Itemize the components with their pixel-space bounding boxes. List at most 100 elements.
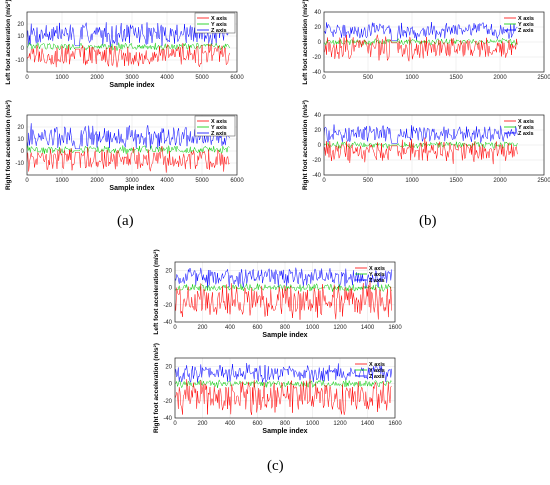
x-tick-label: 500 xyxy=(363,178,374,184)
legend-label: X axis xyxy=(518,119,534,125)
y-tick-label: 20 xyxy=(314,128,321,134)
x-tick-label: 600 xyxy=(252,421,263,427)
y-tick-label: -40 xyxy=(312,70,321,76)
plot-4: -40 -20 0 20 40 0 500 1000 1500 2000 2500 Right foo… xyxy=(302,100,550,190)
y-tick-label: 10 xyxy=(17,137,24,143)
legend-label: X axis xyxy=(369,266,385,272)
y-axis-label: Right foot acceleration (m/s²) xyxy=(302,100,309,190)
x-tick-label: 200 xyxy=(197,421,208,427)
legend-label: X axis xyxy=(518,16,534,22)
y-tick-label: -20 xyxy=(163,399,172,405)
x-tick-label: 1000 xyxy=(55,178,69,184)
y-tick-label: 10 xyxy=(17,34,24,40)
plot-1: -10 0 10 20 0 1000 2000 3000 4000 5000 6000 Sample … xyxy=(5,0,244,89)
y-tick-label: 20 xyxy=(165,365,172,371)
y-axis-label: Right foot acceleration (m/s²) xyxy=(5,100,12,190)
y-tick-label: 0 xyxy=(169,382,173,388)
y-tick-label: 0 xyxy=(21,46,25,52)
y-tick-label: 40 xyxy=(314,113,321,119)
x-tick-label: 3000 xyxy=(125,178,139,184)
x-axis-label: Sample index xyxy=(109,185,154,192)
x-tick-label: 500 xyxy=(363,75,374,81)
panel-label-c: (c) xyxy=(267,458,284,474)
y-tick-label: 0 xyxy=(318,40,322,46)
panel-label-a: (a) xyxy=(117,213,134,229)
x-tick-label: 0 xyxy=(322,178,326,184)
x-tick-label: 6000 xyxy=(230,178,244,184)
series-line-z-axis xyxy=(324,124,518,144)
plot-2: -10 0 10 20 0 1000 2000 3000 4000 5000 6000 Sample … xyxy=(5,100,244,192)
y-tick-label: -20 xyxy=(163,303,172,309)
y-tick-label: 20 xyxy=(17,125,24,131)
x-tick-label: 0 xyxy=(173,325,177,331)
y-tick-label: -40 xyxy=(163,416,172,422)
x-tick-label: 2000 xyxy=(90,75,104,81)
x-tick-label: 1000 xyxy=(405,75,419,81)
series-line-y-axis xyxy=(27,145,230,155)
legend-label: Z axis xyxy=(211,28,227,34)
x-tick-label: 2000 xyxy=(493,178,507,184)
series-line-x-axis xyxy=(175,378,392,416)
x-tick-label: 1000 xyxy=(55,75,69,81)
series-line-x-axis xyxy=(324,137,518,165)
x-tick-label: 400 xyxy=(225,325,236,331)
x-tick-label: 0 xyxy=(25,178,29,184)
axes-frame xyxy=(174,357,396,419)
x-axis-label: Sample index xyxy=(262,428,307,435)
y-tick-label: -10 xyxy=(15,58,24,64)
legend-label: Y axis xyxy=(518,22,534,28)
x-tick-label: 200 xyxy=(197,325,208,331)
x-tick-label: 5000 xyxy=(195,178,209,184)
axes-frame xyxy=(174,261,396,323)
x-tick-label: 0 xyxy=(173,421,177,427)
legend-label: X axis xyxy=(211,119,227,125)
x-tick-label: 0 xyxy=(25,75,29,81)
axes-frame xyxy=(26,114,238,176)
x-tick-label: 800 xyxy=(280,325,291,331)
legend-label: Z axis xyxy=(369,374,385,380)
x-tick-label: 1500 xyxy=(449,75,463,81)
x-tick-label: 1000 xyxy=(405,178,419,184)
x-tick-label: 1200 xyxy=(333,421,347,427)
series-line-z-axis xyxy=(175,362,392,383)
y-tick-label: 0 xyxy=(318,143,322,149)
legend-label: Z axis xyxy=(518,131,534,137)
legend-label: Y axis xyxy=(211,22,227,28)
series-line-x-axis xyxy=(27,43,230,68)
legend-label: X axis xyxy=(369,362,385,368)
x-tick-label: 1400 xyxy=(361,421,375,427)
y-tick-label: 20 xyxy=(165,269,172,275)
x-tick-label: 4000 xyxy=(160,75,174,81)
axes-frame xyxy=(323,11,545,73)
legend-label: Z axis xyxy=(211,131,227,137)
plot-3: -40 -20 0 20 40 0 500 1000 1500 2000 2500 Left foot… xyxy=(302,0,550,85)
x-tick-label: 0 xyxy=(322,75,326,81)
y-axis-label: Right foot acceleration (m/s²) xyxy=(153,343,160,433)
legend-label: Y axis xyxy=(211,125,227,131)
y-tick-label: -40 xyxy=(163,320,172,326)
series-line-y-axis xyxy=(27,41,230,52)
axes-frame xyxy=(26,11,238,73)
x-tick-label: 1000 xyxy=(306,421,320,427)
y-tick-label: 20 xyxy=(17,22,24,28)
x-tick-label: 1500 xyxy=(449,178,463,184)
legend-label: Y axis xyxy=(369,368,385,374)
x-tick-label: 1400 xyxy=(361,325,375,331)
x-tick-label: 1000 xyxy=(306,325,320,331)
x-tick-label: 2000 xyxy=(493,75,507,81)
y-tick-label: 20 xyxy=(314,25,321,31)
series-line-y-axis xyxy=(324,37,518,47)
legend-label: X axis xyxy=(211,16,227,22)
x-tick-label: 2500 xyxy=(537,75,550,81)
y-axis-label: Left foot acceleration (m/s²) xyxy=(5,0,12,85)
x-axis-label: Sample index xyxy=(262,332,307,339)
y-tick-label: -40 xyxy=(312,173,321,179)
y-tick-label: -20 xyxy=(312,55,321,61)
x-tick-label: 2000 xyxy=(90,178,104,184)
series-line-x-axis xyxy=(175,280,392,320)
legend-label: Y axis xyxy=(518,125,534,131)
